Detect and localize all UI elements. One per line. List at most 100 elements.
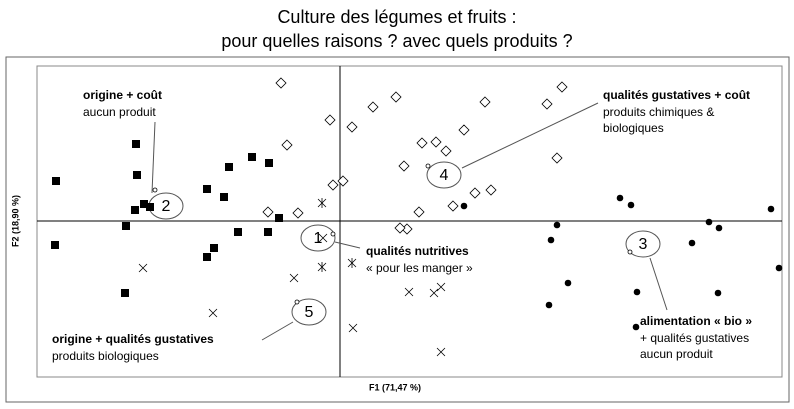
point <box>551 152 563 164</box>
leader-line <box>334 241 361 249</box>
point <box>347 258 357 268</box>
point <box>485 184 497 196</box>
point <box>317 198 327 208</box>
point <box>275 214 283 222</box>
point <box>425 163 431 169</box>
group-number: 2 <box>162 198 171 215</box>
group-number: 3 <box>639 236 648 253</box>
point <box>458 124 470 136</box>
point <box>767 205 775 213</box>
point <box>348 323 358 333</box>
point <box>553 221 561 229</box>
point <box>394 222 406 234</box>
point <box>469 187 481 199</box>
point <box>337 175 349 187</box>
y-axis-label: F2 (18,90 %) <box>10 195 20 247</box>
group-number: 4 <box>440 167 449 184</box>
point <box>556 81 568 93</box>
point <box>265 159 273 167</box>
point <box>440 145 452 157</box>
point <box>292 207 304 219</box>
point <box>705 218 713 226</box>
point <box>140 200 148 208</box>
point <box>633 288 641 296</box>
group-text: produits chimiques & <box>603 105 714 119</box>
group-title: origine + qualités gustatives <box>52 332 214 346</box>
point <box>429 288 439 298</box>
point <box>289 273 299 283</box>
group-callout <box>291 298 327 326</box>
point <box>327 179 339 191</box>
point <box>688 239 696 247</box>
point <box>715 224 723 232</box>
group-text: « pour les manger » <box>366 261 473 275</box>
group-text: biologiques <box>603 121 664 135</box>
point <box>210 244 218 252</box>
group-title: alimentation « bio » <box>640 314 752 328</box>
point <box>146 203 154 211</box>
point <box>324 114 336 126</box>
point <box>138 263 148 273</box>
leader-line <box>261 321 294 341</box>
point <box>447 200 459 212</box>
point <box>121 289 129 297</box>
point <box>390 91 402 103</box>
point <box>152 187 158 193</box>
point <box>547 236 555 244</box>
point <box>460 202 468 210</box>
point <box>208 308 218 318</box>
group-callout <box>300 224 336 252</box>
point <box>413 206 425 218</box>
leader-line <box>151 121 156 194</box>
group-number: 5 <box>305 304 314 321</box>
group-text: + qualités gustatives <box>640 331 749 345</box>
point <box>404 287 414 297</box>
chart-title: Culture des légumes et fruits : <box>277 7 516 27</box>
point <box>346 121 358 133</box>
point <box>416 137 428 149</box>
point <box>203 185 211 193</box>
point <box>133 171 141 179</box>
point <box>203 253 211 261</box>
point <box>52 177 60 185</box>
point <box>714 289 722 297</box>
point <box>281 139 293 151</box>
point <box>479 96 491 108</box>
point <box>122 222 130 230</box>
point <box>627 201 635 209</box>
point <box>545 301 553 309</box>
point <box>430 136 442 148</box>
point <box>330 231 336 237</box>
point <box>275 77 287 89</box>
point <box>220 193 228 201</box>
point <box>264 228 272 236</box>
point <box>51 241 59 249</box>
chart-title: pour quelles raisons ? avec quels produi… <box>221 31 572 51</box>
point <box>294 299 300 305</box>
point <box>627 249 633 255</box>
group-callout <box>426 161 462 189</box>
point <box>262 206 274 218</box>
point <box>132 140 140 148</box>
point <box>616 194 624 202</box>
group-callout <box>625 230 661 258</box>
group-text: produits biologiques <box>52 349 159 363</box>
point <box>131 206 139 214</box>
group-number: 1 <box>314 230 323 247</box>
point <box>318 233 328 243</box>
point <box>248 153 256 161</box>
point <box>775 264 783 272</box>
point <box>225 163 233 171</box>
point <box>234 228 242 236</box>
group-text: aucun produit <box>640 347 713 361</box>
group-text: aucun produit <box>83 105 156 119</box>
point <box>436 347 446 357</box>
group-title: qualités gustatives + coût <box>603 88 750 102</box>
leader-line <box>649 257 668 311</box>
point <box>632 323 640 331</box>
point <box>436 282 446 292</box>
leader-line <box>461 102 599 169</box>
chart-frame <box>5 56 790 403</box>
point <box>541 98 553 110</box>
